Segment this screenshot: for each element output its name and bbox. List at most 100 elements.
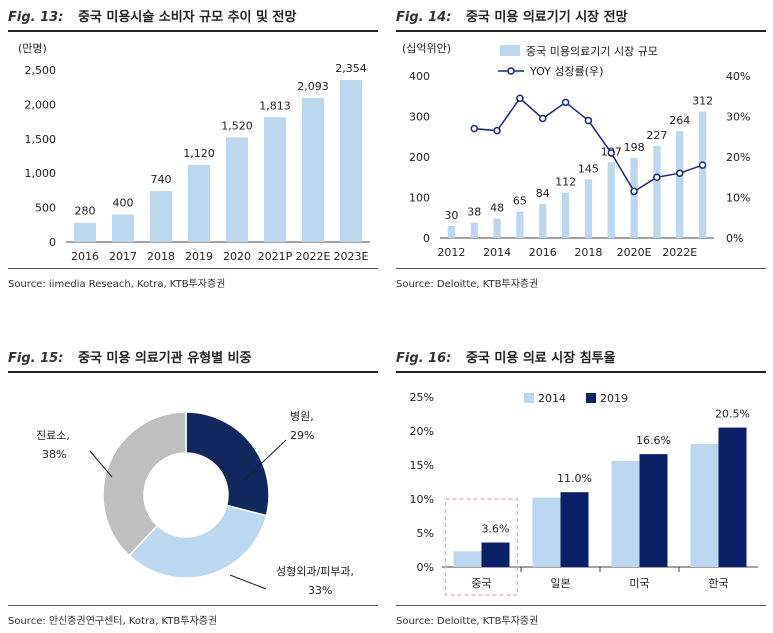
figure-15-chart: 병원, 29% 성형외과/피부과, 33% 진료소, 38% <box>36 410 354 597</box>
figure-14-panel: Fig. 14: 중국 미용 의료기기 시장 전망 (십억위안) 중국 미용의료기… <box>396 6 766 296</box>
bar <box>111 214 135 242</box>
bar-2014 <box>532 497 561 567</box>
bar-value-label: 20.5% <box>715 408 750 421</box>
x-tick-label: 2022E <box>296 250 331 263</box>
y-left-tick-label: 400 <box>409 70 430 83</box>
bar-value-label: 264 <box>669 114 690 127</box>
legend-swatch-2014 <box>524 393 534 403</box>
donut-slice <box>185 411 270 517</box>
x-tick-label: 2019 <box>185 250 213 263</box>
x-tick-label: 2018 <box>574 246 602 259</box>
bar-value-label: 198 <box>624 141 645 154</box>
yoy-line <box>474 97 703 193</box>
figure-16-source: Source: Deloitte, KTB투자증권 <box>396 616 539 627</box>
x-tick-label: 2016 <box>529 246 557 259</box>
bar <box>339 80 363 242</box>
figure-16-heading: 중국 미용 의료 시장 침투율 <box>465 351 616 366</box>
legend-swatch-2019 <box>586 393 596 403</box>
bar-value-label: 65 <box>513 195 527 208</box>
slice-pct-label: 38% <box>42 448 66 461</box>
bar-value-label: 740 <box>151 173 172 186</box>
yoy-point <box>607 149 615 157</box>
legend-line-label: YOY 성장률(우) <box>529 65 603 78</box>
bar <box>584 179 593 238</box>
figure-14-source: Source: Deloitte, KTB투자증권 <box>396 279 539 290</box>
bar-value-label: 400 <box>113 196 134 209</box>
figure-13-label: Fig. 13: <box>8 10 64 25</box>
yoy-point <box>676 169 684 177</box>
y-left-tick-label: 300 <box>409 111 430 124</box>
yoy-point <box>630 187 638 196</box>
figure-14-label: Fig. 14: <box>396 10 452 25</box>
leader-line <box>89 450 113 478</box>
bar-2019 <box>481 542 510 567</box>
bar-value-label: 280 <box>75 205 96 218</box>
figure-16-chart: 2014 2019 0% 5% 10% 15% 20% 25% 3.6% 중국 11.0% 일본 16.… <box>410 391 758 596</box>
y-tick-label: 1,500 <box>25 133 57 146</box>
bar <box>561 192 570 238</box>
bar-value-label: 3.6% <box>482 523 510 536</box>
x-tick-label: 2012 <box>437 246 465 259</box>
figure-14-heading: 중국 미용 의료기기 시장 전망 <box>465 10 628 25</box>
bar-value-label: 145 <box>578 162 599 175</box>
y-tick-label: 0 <box>49 236 56 249</box>
x-tick-label: 2020E <box>617 246 652 259</box>
figure-16-panel: Fig. 16: 중국 미용 의료 시장 침투율 2014 2019 0% 5% 10%… <box>396 347 766 633</box>
bar-value-label: 38 <box>467 206 481 219</box>
bar-value-label: 2,354 <box>335 62 367 75</box>
bar <box>225 137 249 242</box>
bar-2014 <box>453 551 482 567</box>
figure-13-source: Source: iimedia Reseach, Kotra, KTB투자증권 <box>8 279 226 290</box>
donut-slice <box>102 411 187 557</box>
legend-label: 2019 <box>600 392 628 405</box>
x-tick-label: 2020 <box>223 250 251 263</box>
x-tick-label: 2017 <box>109 250 137 263</box>
bar-value-label: 112 <box>555 176 576 189</box>
figure-14-top-rule <box>396 30 766 32</box>
bar-2019 <box>639 454 668 567</box>
figure-15-top-rule <box>8 371 378 373</box>
bar <box>263 117 287 242</box>
slice-pct-label: 33% <box>308 584 332 597</box>
yoy-point <box>584 116 593 125</box>
bar-value-label: 84 <box>536 187 550 200</box>
y-tick-label: 5% <box>417 527 434 540</box>
figure-16-top-rule <box>396 371 766 373</box>
yoy-point <box>493 126 501 135</box>
figure-15-label: Fig. 15: <box>8 351 64 366</box>
x-tick-label: 2021P <box>258 250 293 263</box>
x-tick-label: 한국 <box>708 577 728 590</box>
slice-pct-label: 29% <box>290 429 314 442</box>
yoy-point <box>698 161 707 169</box>
y-unit-label: (만명) <box>18 42 47 55</box>
bar-2019 <box>718 427 747 567</box>
yoy-point <box>470 124 478 133</box>
x-tick-label: 2018 <box>147 250 175 263</box>
bar-value-label: 16.6% <box>636 434 671 447</box>
figure-15-panel: Fig. 15: 중국 미용 의료기관 유형별 비중 병원, 29% 성형외과/피부… <box>8 347 378 633</box>
yoy-point <box>516 94 524 103</box>
figure-16-bottom-rule <box>396 605 766 606</box>
x-tick-label: 2014 <box>483 246 511 259</box>
y-right-tick-label: 30% <box>726 111 750 124</box>
x-tick-label: 2016 <box>71 250 99 263</box>
y-left-tick-label: 0 <box>423 232 430 245</box>
bar-value-label: 48 <box>490 202 504 215</box>
figure-16-label: Fig. 16: <box>396 351 452 366</box>
y-tick-label: 2,500 <box>25 64 57 77</box>
figure-13-title: Fig. 13: 중국 미용시술 소비자 규모 추이 및 전망 <box>8 6 378 28</box>
yoy-point <box>653 173 661 181</box>
y-right-tick-label: 10% <box>726 192 750 205</box>
bar <box>653 146 661 238</box>
figure-15-source: Source: 안신증권연구센터, Kotra, KTB투자증권 <box>8 616 218 627</box>
slice-label: 진료소, <box>36 429 70 442</box>
figure-15-heading: 중국 미용 의료기관 유형별 비중 <box>77 351 252 366</box>
legend-bar-label: 중국 미용의료기기 시장 규모 <box>526 45 658 58</box>
yoy-point <box>561 98 570 107</box>
figure-14-chart: (십억위안) 중국 미용의료기기 시장 규모 YOY 성장률(우) 0 100 200 30… <box>402 42 750 259</box>
y-right-tick-label: 40% <box>726 70 750 83</box>
x-tick-label: 2022E <box>662 246 697 259</box>
x-tick-label: 미국 <box>629 577 649 590</box>
bar <box>607 162 615 238</box>
bar-value-label: 1,120 <box>183 147 215 160</box>
